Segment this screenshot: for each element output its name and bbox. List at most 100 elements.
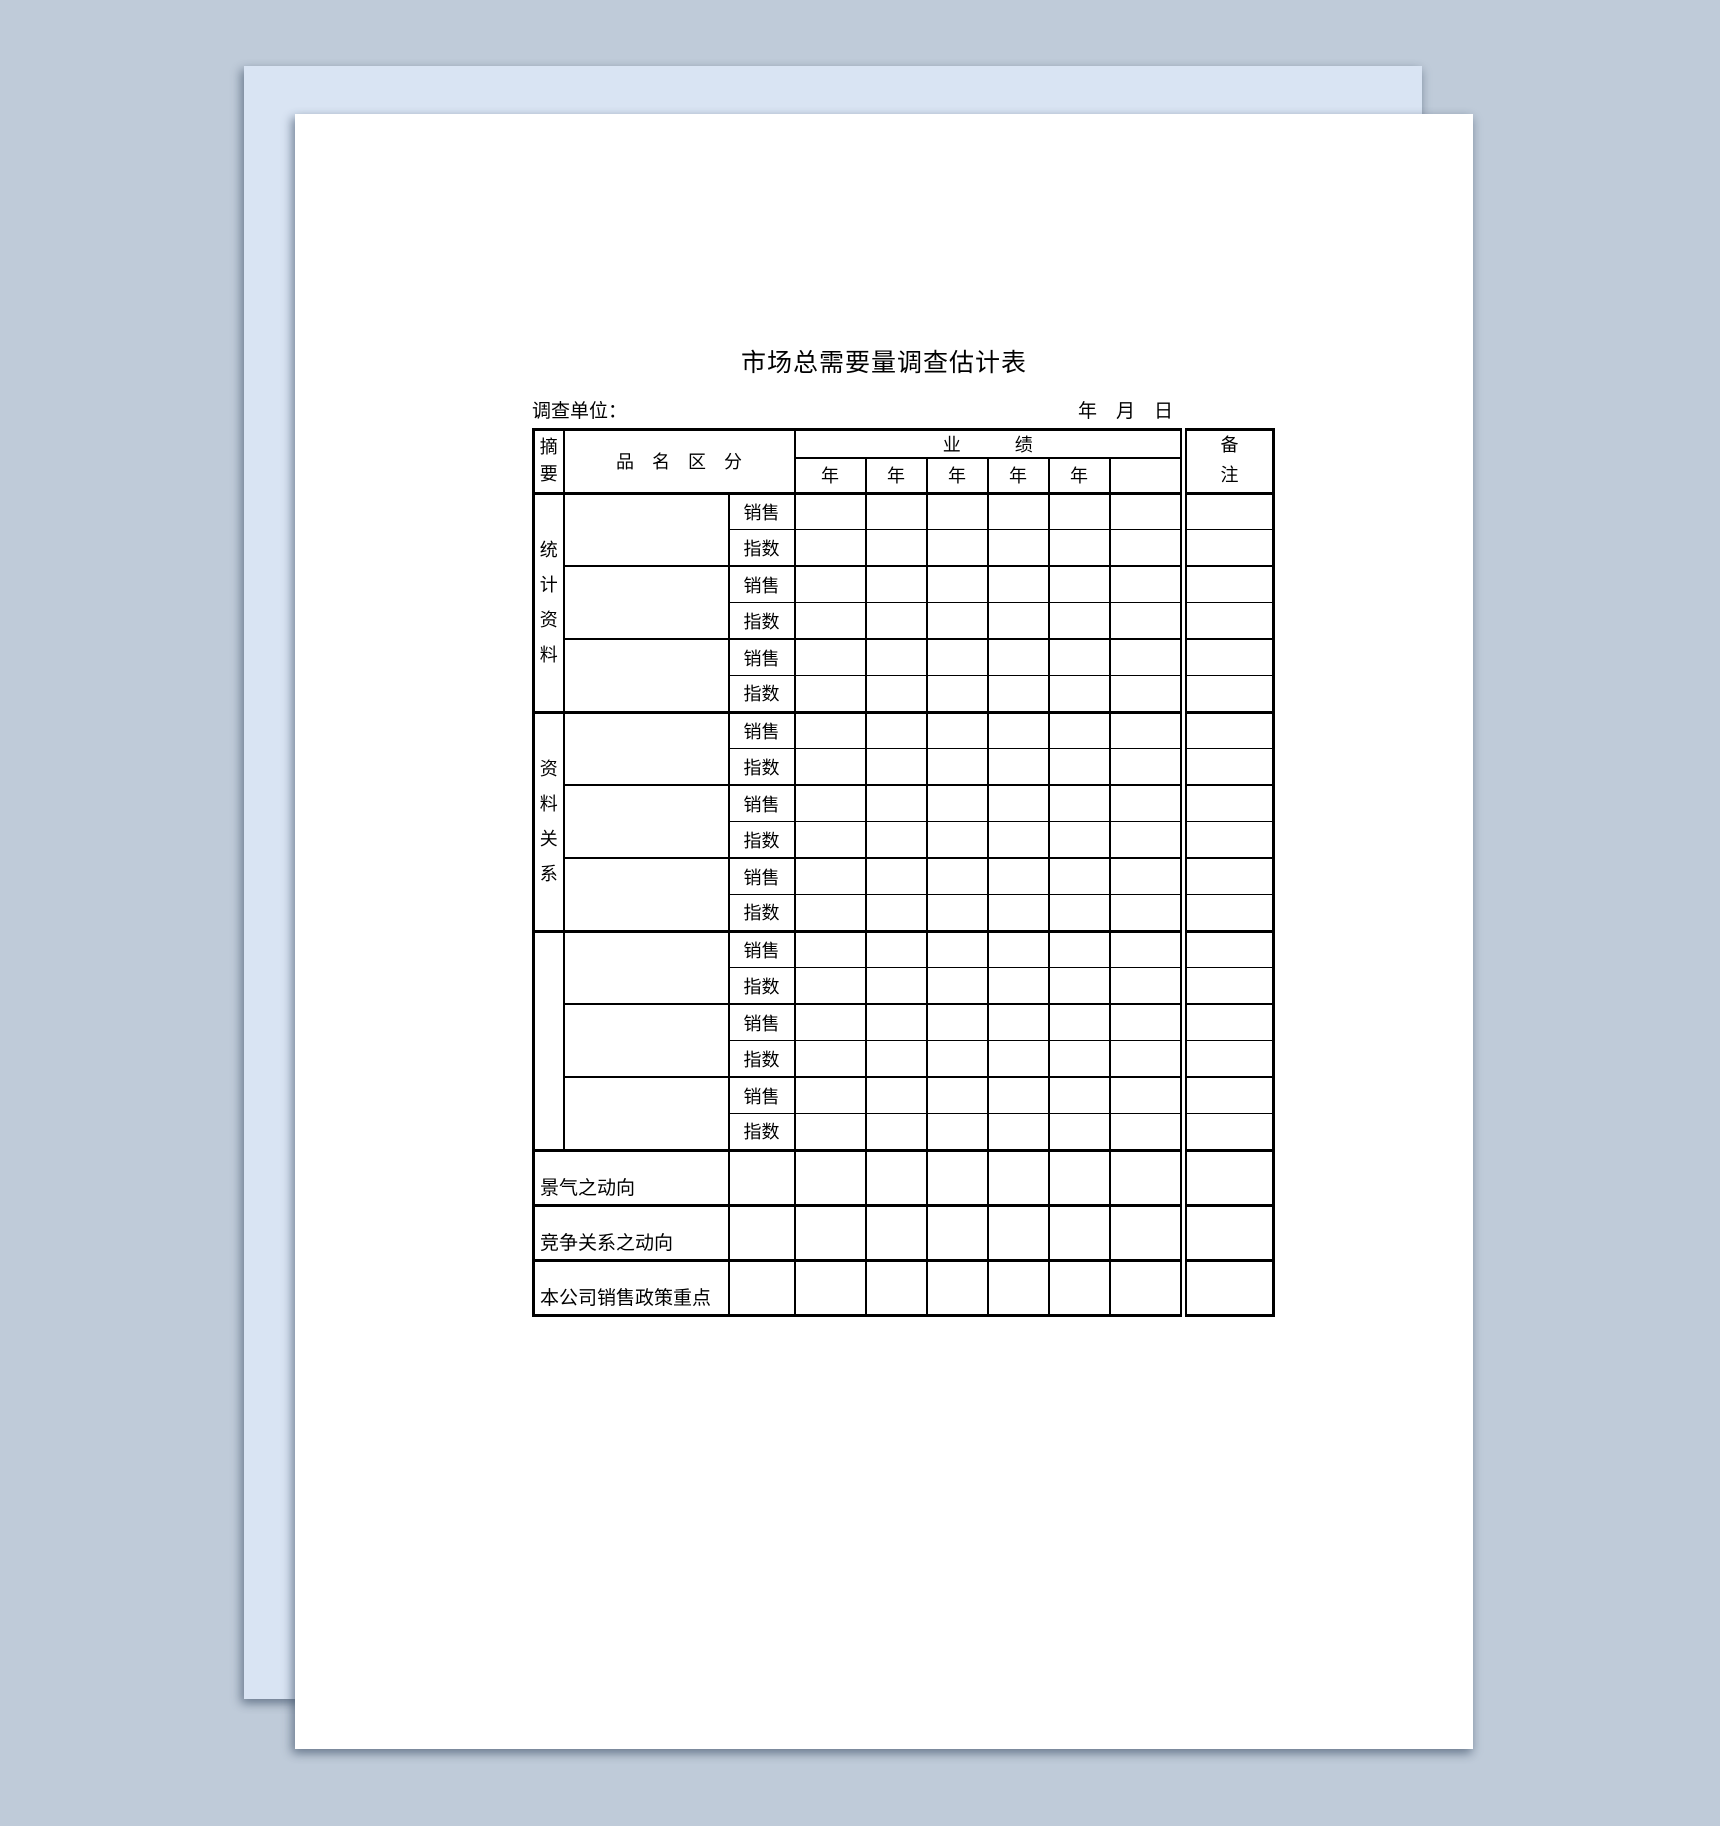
- remarks-cell: [1180, 821, 1275, 859]
- remarks-cell: [1180, 675, 1275, 714]
- remarks-cell: [1180, 967, 1275, 1005]
- data-cell: [986, 1113, 1050, 1152]
- remarks-cell: [1180, 1258, 1275, 1317]
- data-cell: [864, 638, 928, 676]
- data-cell: [1047, 1113, 1111, 1152]
- data-cell: [925, 784, 989, 822]
- data-cell: [986, 1003, 1050, 1041]
- data-cell: [793, 529, 867, 567]
- data-cell: [864, 784, 928, 822]
- data-cell: [1108, 821, 1185, 859]
- data-cell: [864, 529, 928, 567]
- data-cell: [1047, 1148, 1111, 1207]
- remarks-cell: [1180, 857, 1275, 895]
- data-cell: [1047, 710, 1111, 749]
- data-cell: [1047, 821, 1111, 859]
- data-cell: [727, 1148, 796, 1207]
- data-cell: [793, 1148, 867, 1207]
- index-label-cell: 指数: [727, 967, 796, 1005]
- document-title: 市场总需要量调查估计表: [740, 348, 1027, 377]
- data-cell: [925, 1040, 989, 1078]
- data-cell: [925, 529, 989, 567]
- header-product-category: 品 名 区 分: [562, 428, 796, 495]
- data-cell: [1047, 529, 1111, 567]
- data-cell: [1108, 491, 1185, 530]
- data-cell: [925, 821, 989, 859]
- data-cell: [793, 967, 867, 1005]
- data-cell: [986, 894, 1050, 933]
- data-cell: [727, 1258, 796, 1317]
- data-cell: [986, 710, 1050, 749]
- data-cell: [1108, 857, 1185, 895]
- data-cell: [986, 1203, 1050, 1262]
- data-cell: [864, 1040, 928, 1078]
- data-cell: [925, 857, 989, 895]
- data-cell: [925, 491, 989, 530]
- data-cell: [864, 894, 928, 933]
- header-year: 年: [793, 457, 867, 495]
- data-cell: [793, 784, 867, 822]
- data-cell: [1047, 894, 1111, 933]
- data-cell: [793, 1258, 867, 1317]
- product-name-cell: [562, 1076, 730, 1151]
- data-cell: [1108, 602, 1185, 640]
- data-cell: [925, 894, 989, 933]
- data-cell: [986, 675, 1050, 714]
- data-cell: [793, 565, 867, 603]
- data-cell: [1108, 638, 1185, 676]
- data-cell: [864, 748, 928, 786]
- remarks-cell: [1180, 1203, 1275, 1262]
- data-cell: [793, 638, 867, 676]
- data-cell: [1108, 710, 1185, 749]
- data-cell: [793, 1113, 867, 1152]
- header-performance: 业 绩: [793, 428, 1185, 459]
- group-label-statistics: 统计资料: [532, 491, 565, 713]
- index-label-cell: 指数: [727, 675, 796, 714]
- document-page: 市场总需要量调查估计表 调查单位： 年 月 日 摘要 品 名 区 分 业 绩 备…: [295, 114, 1473, 1749]
- data-cell: [793, 821, 867, 859]
- data-cell: [793, 1203, 867, 1262]
- remarks-cell: [1180, 602, 1275, 640]
- data-cell: [793, 491, 867, 530]
- survey-unit-label: 调查单位：: [532, 400, 628, 422]
- data-cell: [986, 1148, 1050, 1207]
- data-cell: [793, 710, 867, 749]
- data-cell: [986, 929, 1050, 968]
- data-cell: [864, 710, 928, 749]
- product-name-cell: [562, 929, 730, 1005]
- index-label-cell: 指数: [727, 1113, 796, 1152]
- group-label-blank: [532, 929, 565, 1151]
- footer-label-sales-policy: 本公司销售政策重点: [532, 1258, 730, 1317]
- data-cell: [1047, 1003, 1111, 1041]
- data-cell: [1108, 967, 1185, 1005]
- data-cell: [1108, 675, 1185, 714]
- data-cell: [1047, 784, 1111, 822]
- data-cell: [864, 1148, 928, 1207]
- data-cell: [925, 1258, 989, 1317]
- header-year: 年: [925, 457, 989, 495]
- data-cell: [864, 1113, 928, 1152]
- data-cell: [793, 748, 867, 786]
- index-label-cell: 指数: [727, 748, 796, 786]
- data-cell: [864, 1003, 928, 1041]
- data-cell: [1047, 565, 1111, 603]
- data-cell: [986, 529, 1050, 567]
- footer-label-business-trend: 景气之动向: [532, 1148, 730, 1207]
- header-year-blank: [1108, 457, 1185, 495]
- data-cell: [864, 1203, 928, 1262]
- data-cell: [1047, 491, 1111, 530]
- data-cell: [925, 1076, 989, 1114]
- data-cell: [864, 565, 928, 603]
- data-cell: [793, 929, 867, 968]
- remarks-cell: [1180, 748, 1275, 786]
- data-cell: [925, 675, 989, 714]
- data-cell: [986, 638, 1050, 676]
- data-cell: [1108, 1203, 1185, 1262]
- remarks-cell: [1180, 1003, 1275, 1041]
- sales-label-cell: 销售: [727, 638, 796, 676]
- data-cell: [864, 857, 928, 895]
- data-cell: [986, 857, 1050, 895]
- data-cell: [925, 1003, 989, 1041]
- remarks-cell: [1180, 929, 1275, 968]
- data-cell: [864, 602, 928, 640]
